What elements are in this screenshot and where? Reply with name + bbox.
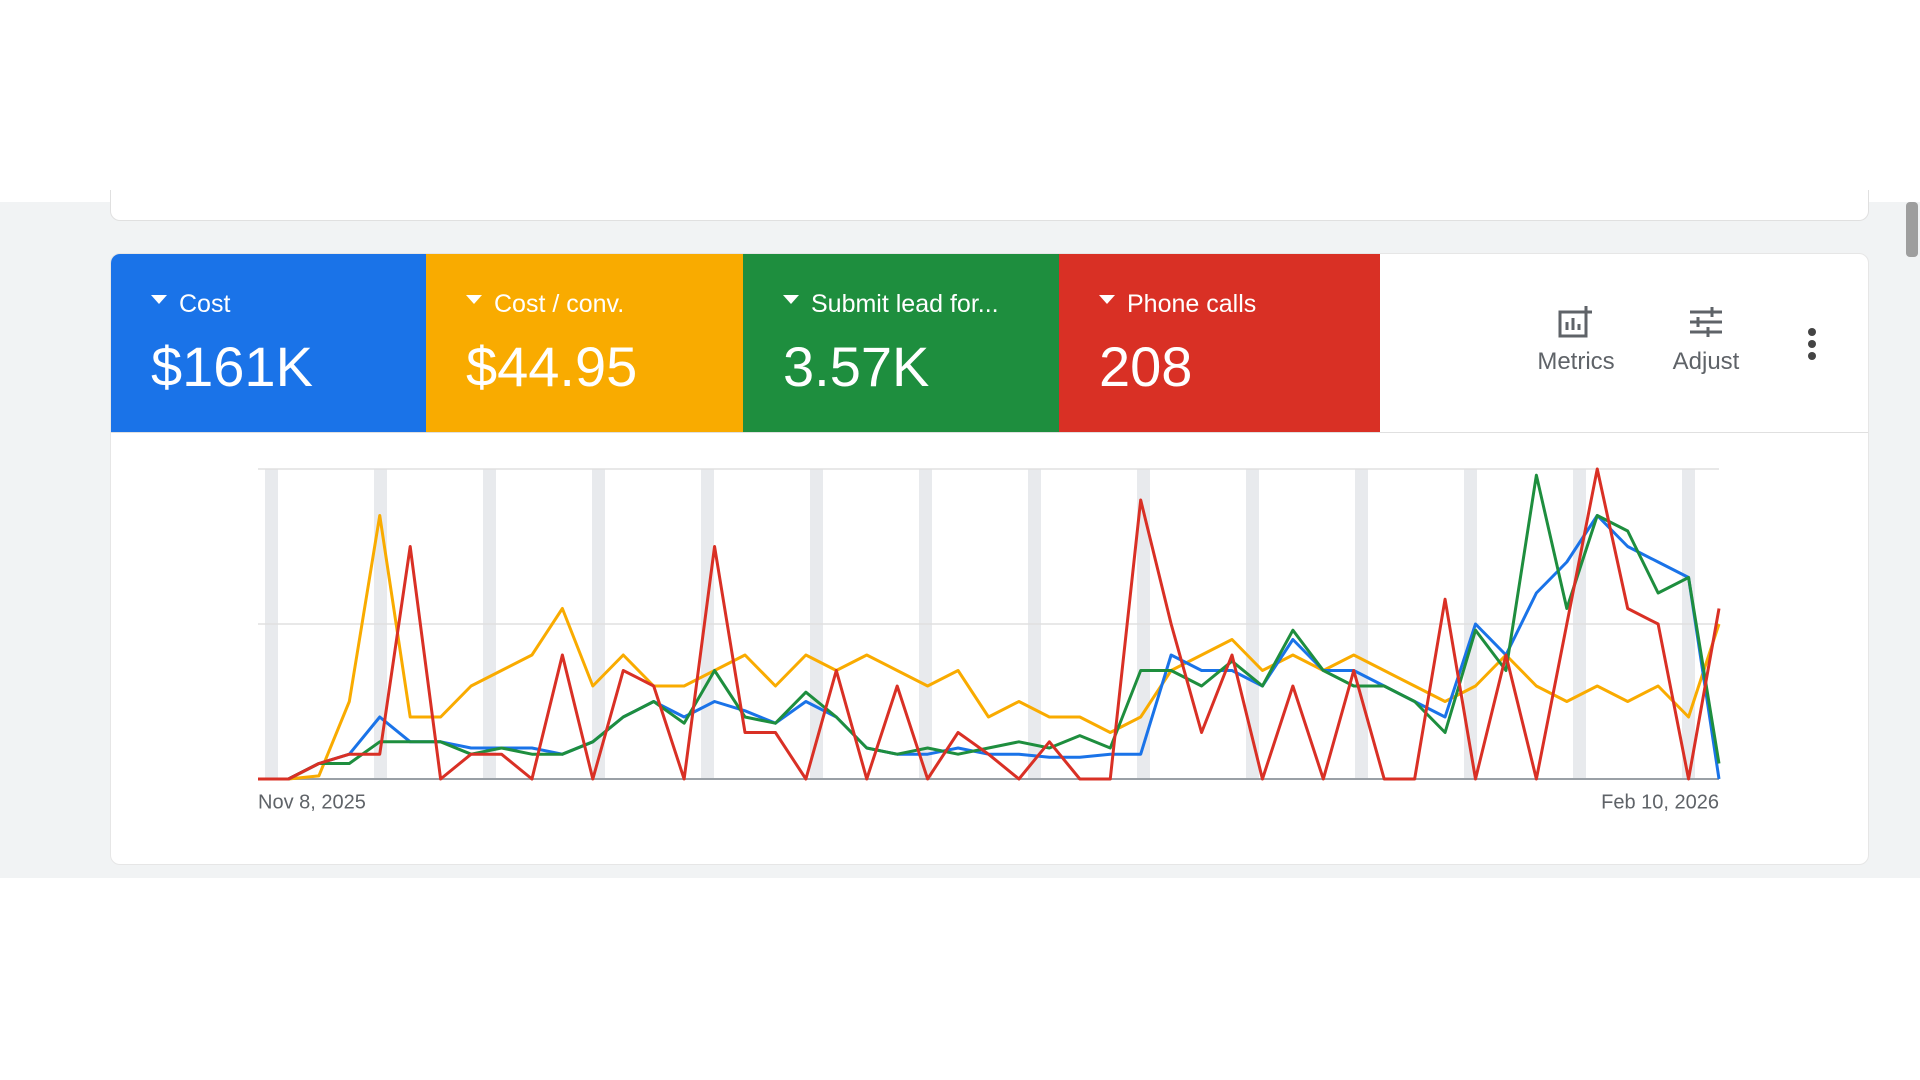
metric-value: $161K — [151, 335, 313, 398]
metric-name: Submit lead for... — [783, 290, 999, 319]
button-label: Adjust — [1672, 348, 1740, 375]
button-label: Metrics — [1537, 348, 1615, 375]
metric-name: Cost — [151, 290, 230, 319]
series-line — [258, 514, 1721, 781]
metric-tile[interactable]: Phone calls 208 — [1059, 254, 1380, 432]
adjust-button[interactable]: Adjust — [1651, 304, 1761, 376]
metric-value: $44.95 — [466, 335, 638, 398]
adjust-icon — [1690, 307, 1722, 337]
metrics-button[interactable]: Metrics — [1521, 304, 1631, 376]
series-line — [258, 473, 1721, 781]
more-menu[interactable] — [1806, 324, 1818, 364]
metric-tile[interactable]: Cost / conv. $44.95 — [426, 254, 743, 432]
series-line — [258, 514, 1721, 781]
metric-tile[interactable]: Cost $161K — [111, 254, 426, 432]
x-tick-label: Nov 8, 2025 — [258, 791, 366, 813]
metric-tile[interactable]: Submit lead for... 3.57K — [743, 254, 1059, 432]
x-tick-label: Feb 10, 2026 — [1601, 791, 1719, 813]
scrollbar[interactable] — [1906, 202, 1918, 257]
series-line — [258, 467, 1721, 781]
metric-value: 208 — [1099, 335, 1193, 398]
metric-value: 3.57K — [783, 335, 930, 398]
divider — [111, 432, 1868, 433]
metric-name: Phone calls — [1099, 290, 1256, 319]
metrics-icon — [1558, 306, 1592, 338]
previous-card — [110, 190, 1869, 221]
metric-name: Cost / conv. — [466, 290, 624, 319]
